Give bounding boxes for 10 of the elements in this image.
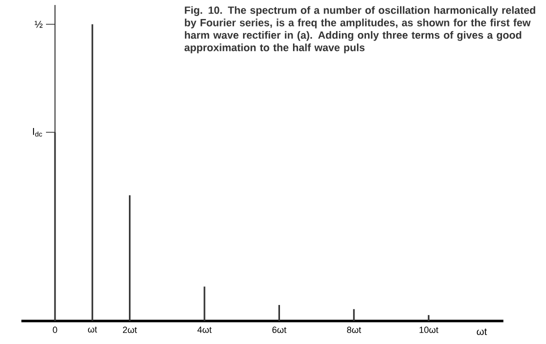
x-tick-label: 0 bbox=[52, 326, 58, 333]
x-tick-label: 10ωt bbox=[420, 326, 438, 333]
x-tick-label: 2ωt bbox=[122, 326, 137, 333]
x-tick-label: 6ωt bbox=[272, 326, 286, 333]
x-tick-label: 8ωt bbox=[347, 326, 362, 333]
annotation: ½ bbox=[34, 20, 43, 28]
x-tick-label: 4ωt bbox=[197, 326, 212, 333]
x-tick-label: ωt bbox=[88, 326, 98, 333]
chart-title: Fig. 10. The spectrum of a number of oscillation harmonically related by Fourier series, is a freq the amplitudes, as shown for the first few harm wave rectifier in (a). Adding only three terms of gives a good approximation to the half wave puls bbox=[184, 6, 536, 54]
annotation: I$_{dc}$ bbox=[33, 128, 42, 137]
